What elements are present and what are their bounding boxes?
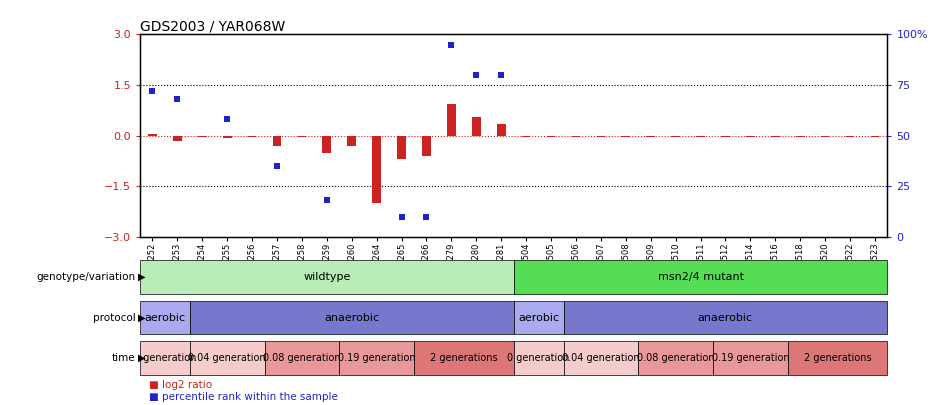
Bar (622, 136, 630, 137)
Text: 2 generations: 2 generations (430, 353, 498, 363)
Bar (323, 136, 331, 153)
Bar (547, 136, 555, 137)
Text: ■ percentile rank within the sample: ■ percentile rank within the sample (149, 392, 339, 402)
Bar (173, 136, 182, 141)
Bar (514, 301, 564, 334)
Bar (347, 136, 356, 146)
Bar (422, 136, 430, 156)
Bar (821, 136, 830, 137)
Text: aerobic: aerobic (145, 313, 185, 322)
Text: msn2/4 mutant: msn2/4 mutant (657, 272, 744, 282)
Bar (713, 341, 788, 375)
Text: time: time (112, 353, 135, 363)
Bar (796, 136, 804, 137)
Bar (597, 136, 605, 137)
Bar (846, 136, 854, 137)
Text: genotype/variation: genotype/variation (36, 272, 135, 282)
Text: 0 generation: 0 generation (507, 353, 569, 363)
Bar (746, 136, 755, 137)
Text: 0.04 generation: 0.04 generation (188, 353, 266, 363)
Bar (514, 260, 887, 294)
Bar (198, 136, 206, 137)
Bar (414, 341, 514, 375)
Text: 0.08 generation: 0.08 generation (637, 353, 714, 363)
Text: anaerobic: anaerobic (698, 313, 753, 322)
Bar (514, 341, 564, 375)
Bar (190, 341, 265, 375)
Bar (223, 136, 232, 139)
Bar (771, 136, 780, 137)
Bar (272, 136, 281, 146)
Text: ▶: ▶ (138, 353, 146, 363)
Bar (397, 136, 406, 159)
Text: anaerobic: anaerobic (324, 313, 379, 322)
Bar (340, 341, 414, 375)
Bar (149, 134, 157, 136)
Text: ▶: ▶ (138, 313, 146, 322)
Bar (248, 136, 256, 137)
Bar (140, 260, 514, 294)
Bar (497, 124, 505, 136)
Bar (564, 341, 639, 375)
Bar (696, 136, 705, 137)
Bar (190, 301, 514, 334)
Bar (298, 136, 307, 137)
Bar (788, 341, 887, 375)
Bar (522, 136, 531, 137)
Bar (870, 136, 879, 137)
Bar (265, 341, 340, 375)
Bar (564, 301, 887, 334)
Bar (140, 341, 190, 375)
Text: 2 generations: 2 generations (804, 353, 871, 363)
Bar (639, 341, 713, 375)
Text: aerobic: aerobic (518, 313, 559, 322)
Text: 0.19 generation: 0.19 generation (338, 353, 415, 363)
Text: 0.19 generation: 0.19 generation (711, 353, 789, 363)
Text: wildtype: wildtype (303, 272, 351, 282)
Text: GDS2003 / YAR068W: GDS2003 / YAR068W (140, 19, 286, 33)
Bar (447, 104, 456, 136)
Bar (672, 136, 680, 137)
Text: ▶: ▶ (138, 272, 146, 282)
Bar (571, 136, 580, 137)
Text: 0.08 generation: 0.08 generation (263, 353, 341, 363)
Bar (373, 136, 381, 203)
Text: 0.04 generation: 0.04 generation (562, 353, 639, 363)
Bar (140, 301, 190, 334)
Bar (646, 136, 655, 137)
Text: 0 generation: 0 generation (133, 353, 196, 363)
Text: ■ log2 ratio: ■ log2 ratio (149, 380, 213, 390)
Bar (472, 117, 481, 136)
Bar (721, 136, 729, 137)
Text: protocol: protocol (93, 313, 135, 322)
